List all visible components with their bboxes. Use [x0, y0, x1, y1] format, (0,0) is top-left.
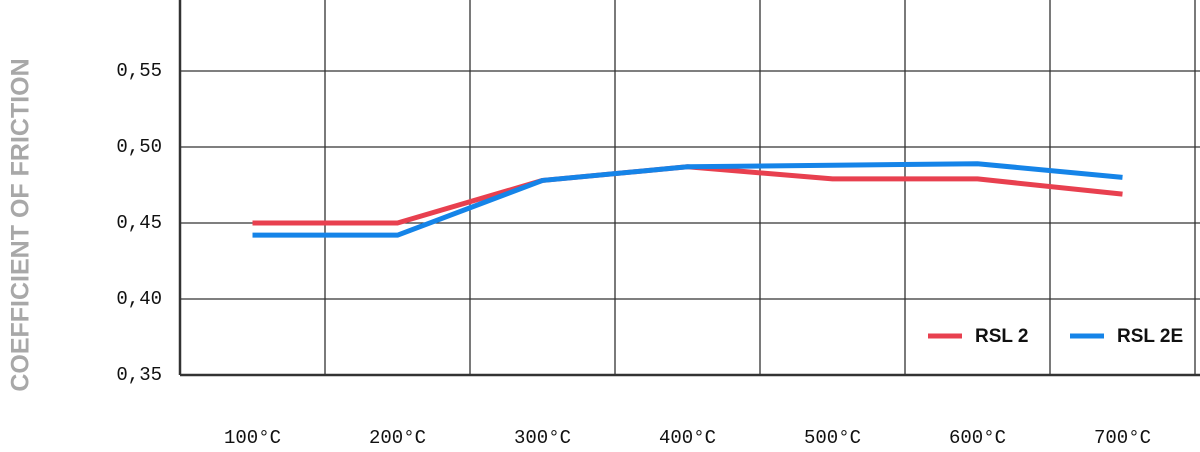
x-tick-label: 300°C [514, 427, 571, 449]
x-tick-label: 400°C [659, 427, 716, 449]
x-tick-label: 200°C [369, 427, 426, 449]
y-tick-label: 0,45 [116, 212, 162, 234]
y-tick-label: 0,55 [116, 60, 162, 82]
y-tick-label: 0,50 [116, 136, 162, 158]
x-tick-label: 700°C [1094, 427, 1151, 449]
x-tick-label: 100°C [224, 427, 281, 449]
legend-label: RSL 2E [1117, 326, 1183, 347]
y-tick-label: 0,35 [116, 364, 162, 386]
y-axis-label: COEFFICIENT OF FRICTION [7, 58, 35, 391]
legend-label: RSL 2 [975, 326, 1029, 347]
line-series [252, 161, 1123, 238]
x-tick-label: 500°C [804, 427, 861, 449]
line-series [252, 164, 1123, 226]
y-tick-label: 0,40 [116, 288, 162, 310]
x-tick-label: 600°C [949, 427, 1006, 449]
